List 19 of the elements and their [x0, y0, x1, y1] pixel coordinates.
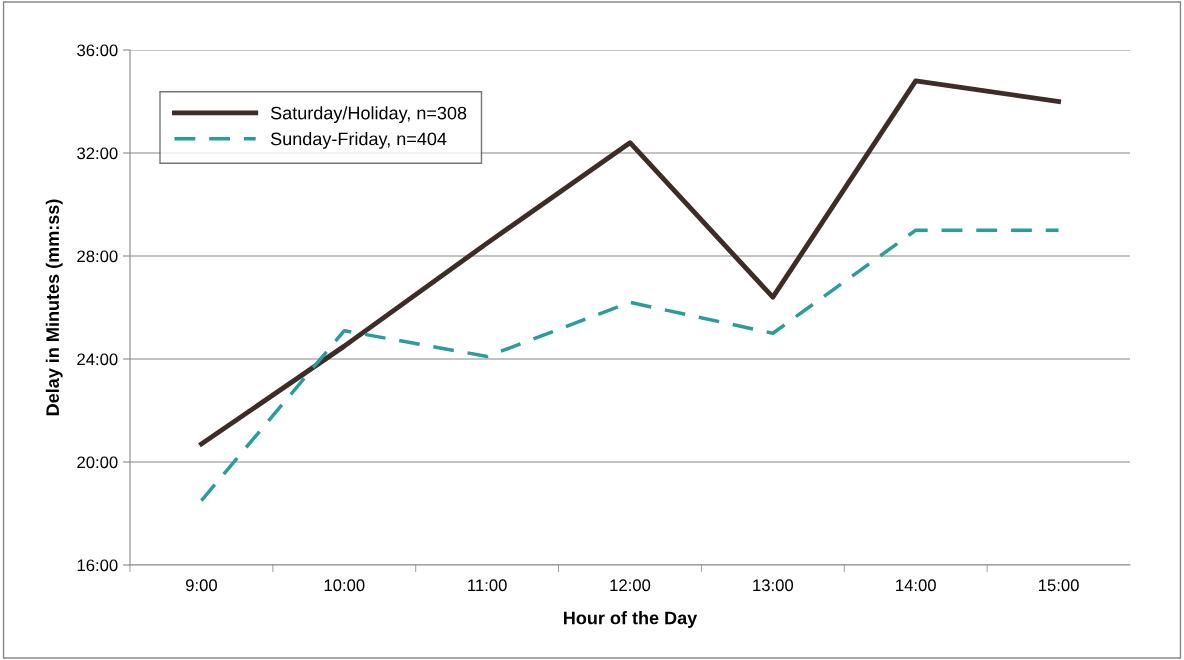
x-axis-title: Hour of the Day: [564, 611, 698, 628]
x-tick-label: 14:00: [896, 579, 936, 592]
x-tick-label: 12:00: [610, 579, 651, 592]
y-tick-label: 28:00: [77, 250, 118, 263]
line-series: [199, 228, 1061, 503]
y-tick-label: 20:00: [77, 456, 118, 469]
x-tick-label: 10:00: [324, 579, 365, 592]
x-tick-label: 13:00: [753, 579, 794, 592]
x-tick-label: 15:00: [1038, 579, 1079, 592]
legend-label: Saturday/Holiday, n=308: [270, 106, 467, 123]
y-axis-title: Delay in Minutes (mm:ss): [45, 199, 63, 416]
y-tick-label: 24:00: [77, 353, 118, 366]
line-series: [199, 78, 1061, 447]
x-tick-label: 11:00: [468, 579, 507, 592]
x-tick-label: 9:00: [185, 579, 217, 592]
y-tick-label: 16:00: [77, 559, 118, 572]
y-tick-label: 36:00: [77, 44, 118, 57]
legend-label: Sunday-Friday, n=404: [270, 132, 447, 149]
y-tick-label: 32:00: [77, 147, 118, 160]
